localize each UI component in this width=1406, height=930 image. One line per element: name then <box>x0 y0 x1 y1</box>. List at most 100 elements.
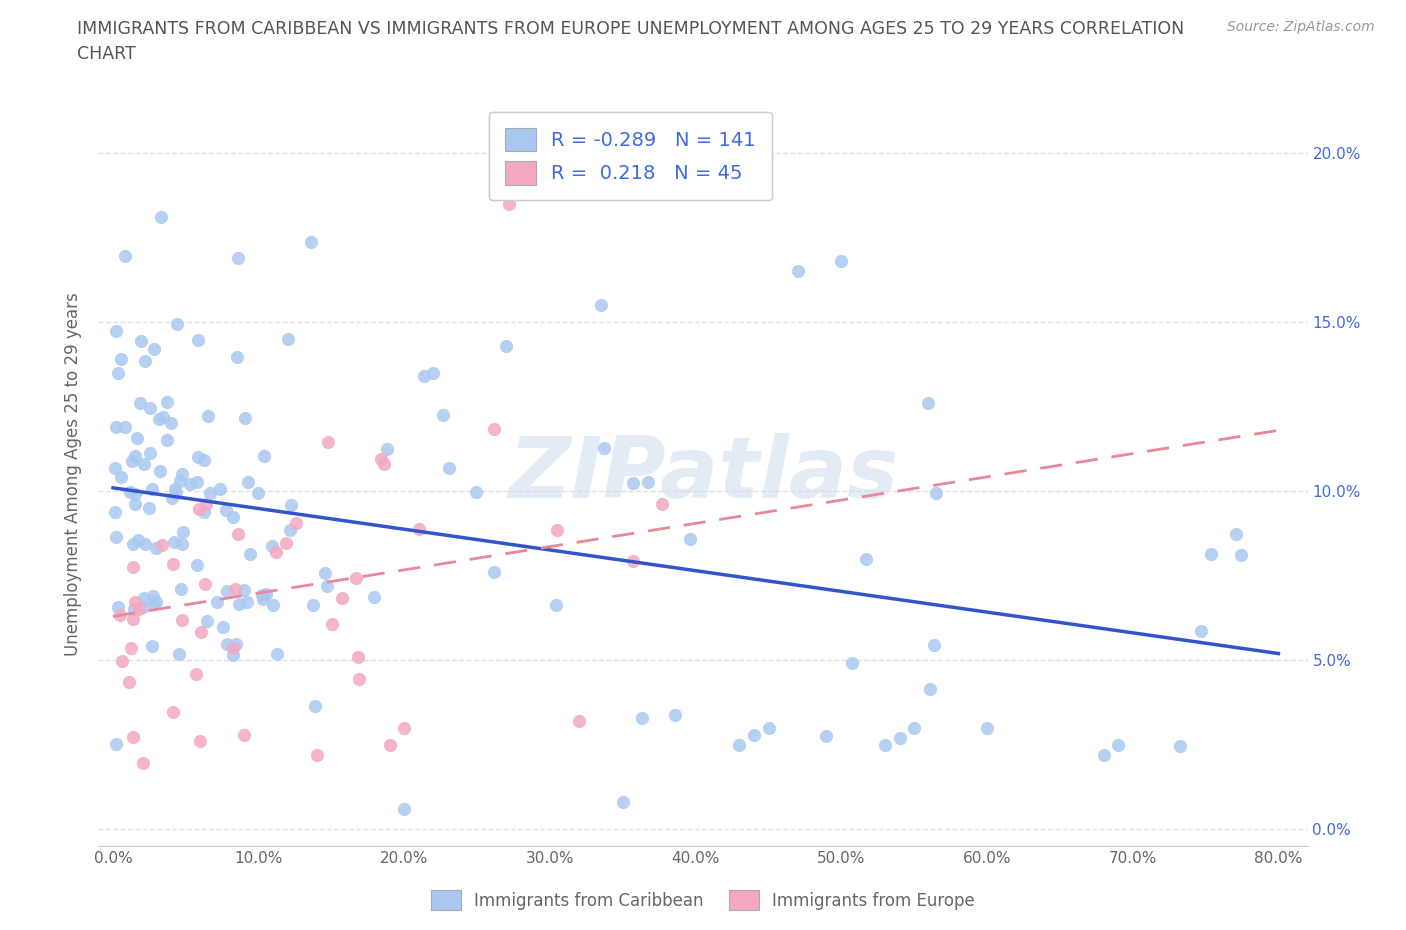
Point <box>679 532 702 547</box>
Point <box>104 737 127 751</box>
Point <box>394 721 416 736</box>
Point <box>347 650 370 665</box>
Point <box>254 587 277 602</box>
Y-axis label: Unemployment Among Ages 25 to 29 years: Unemployment Among Ages 25 to 29 years <box>65 292 83 657</box>
Point <box>114 248 136 263</box>
Point <box>277 332 299 347</box>
Point <box>162 557 184 572</box>
Point <box>925 485 948 500</box>
Point <box>593 441 616 456</box>
Point <box>190 625 212 640</box>
Point <box>612 795 634 810</box>
Point <box>589 298 612 312</box>
Point <box>188 501 211 516</box>
Point <box>347 671 370 686</box>
Point <box>134 537 156 551</box>
Point <box>163 535 186 550</box>
Point <box>233 411 256 426</box>
Point <box>621 475 644 490</box>
Point <box>121 454 143 469</box>
Point <box>1107 737 1129 752</box>
Point <box>104 324 127 339</box>
Point <box>621 553 644 568</box>
Point <box>236 594 259 609</box>
Point <box>127 532 149 547</box>
Point <box>193 505 215 520</box>
Point <box>262 538 284 553</box>
Point <box>568 713 591 728</box>
Point <box>142 589 165 604</box>
Point <box>889 731 911 746</box>
Point <box>156 394 179 409</box>
Point <box>976 721 998 736</box>
Point <box>195 614 218 629</box>
Point <box>278 523 301 538</box>
Point <box>316 435 339 450</box>
Point <box>546 523 568 538</box>
Point <box>127 430 149 445</box>
Point <box>166 317 188 332</box>
Point <box>128 602 150 617</box>
Point <box>187 333 209 348</box>
Point <box>124 594 146 609</box>
Point <box>233 727 256 742</box>
Point <box>498 196 520 211</box>
Text: ZIPatlas: ZIPatlas <box>508 432 898 516</box>
Point <box>149 464 172 479</box>
Point <box>172 466 194 481</box>
Point <box>412 368 434 383</box>
Point <box>422 365 444 380</box>
Point <box>190 734 212 749</box>
Point <box>917 395 939 410</box>
Point <box>1191 623 1213 638</box>
Point <box>118 485 141 499</box>
Point <box>107 600 129 615</box>
Point <box>172 525 194 539</box>
Point <box>544 598 567 613</box>
Point <box>1230 548 1253 563</box>
Point <box>141 639 163 654</box>
Text: Source: ZipAtlas.com: Source: ZipAtlas.com <box>1227 20 1375 34</box>
Point <box>222 510 245 525</box>
Point <box>124 486 146 501</box>
Point <box>145 541 167 556</box>
Point <box>302 598 325 613</box>
Point <box>162 490 184 505</box>
Point <box>114 419 136 434</box>
Point <box>394 802 416 817</box>
Point <box>465 485 488 500</box>
Point <box>138 445 160 460</box>
Point <box>314 565 336 580</box>
Point <box>299 235 322 250</box>
Point <box>179 476 201 491</box>
Point <box>321 617 343 631</box>
Point <box>165 485 187 500</box>
Point <box>815 728 838 743</box>
Point <box>226 526 249 541</box>
Point <box>304 699 326 714</box>
Point <box>110 352 132 366</box>
Point <box>841 656 863 671</box>
Point <box>124 497 146 512</box>
Point <box>217 584 239 599</box>
Point <box>170 612 193 627</box>
Point <box>209 481 232 496</box>
Point <box>276 536 298 551</box>
Point <box>380 737 402 752</box>
Point <box>124 448 146 463</box>
Point <box>132 457 155 472</box>
Point <box>122 611 145 626</box>
Point <box>266 545 288 560</box>
Point <box>830 254 852 269</box>
Point <box>266 646 288 661</box>
Point <box>169 581 191 596</box>
Point <box>121 559 143 574</box>
Point <box>104 529 127 544</box>
Point <box>280 498 302 512</box>
Point <box>107 365 129 380</box>
Point <box>375 441 398 456</box>
Point <box>252 591 274 606</box>
Point <box>160 416 183 431</box>
Point <box>1199 546 1222 561</box>
Point <box>373 457 395 472</box>
